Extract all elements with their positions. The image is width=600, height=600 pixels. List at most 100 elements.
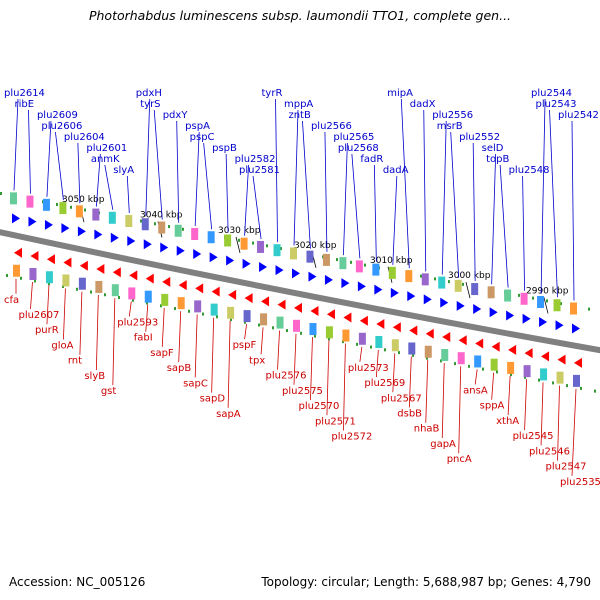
gene-feature-block — [141, 218, 149, 231]
tick-label: 3040 kbp — [140, 211, 183, 221]
gene-label-leader — [227, 320, 231, 408]
minor-tick — [0, 192, 2, 195]
forward-gene-arrow — [77, 226, 86, 237]
minor-tick — [482, 367, 484, 371]
gene-feature-block — [553, 299, 561, 312]
forward-gene-label: mppA — [284, 99, 313, 110]
gene-feature-block — [372, 263, 380, 276]
minor-tick — [524, 375, 526, 379]
minor-tick — [202, 312, 204, 316]
gene-label-leader — [491, 153, 497, 285]
minor-tick — [552, 381, 554, 385]
gene-label-leader — [13, 98, 19, 191]
reverse-gene-label: nhaB — [414, 424, 440, 435]
forward-gene-label: tyrR — [262, 88, 283, 99]
gene-feature-block — [10, 192, 17, 205]
reverse-gene-arrow — [195, 283, 204, 294]
reverse-gene-arrow — [79, 260, 88, 271]
minor-tick — [588, 307, 590, 311]
minor-tick — [6, 274, 8, 277]
reverse-gene-arrow — [162, 276, 171, 287]
forward-gene-arrow — [407, 291, 416, 302]
backbone-line — [0, 229, 600, 354]
gene-label-leader — [30, 281, 33, 310]
gene-feature-block — [125, 215, 133, 228]
forward-gene-label: plu2606 — [41, 121, 82, 132]
forward-gene-label: topB — [486, 154, 509, 165]
gene-label-leader — [126, 175, 130, 214]
accession-label: Accession: NC_005126 — [9, 575, 146, 589]
minor-tick — [280, 247, 282, 251]
gene-feature-block — [537, 296, 545, 309]
reverse-gene-label: plu2567 — [381, 393, 422, 404]
tick-label: 3010 kbp — [370, 256, 413, 266]
forward-gene-label: fadR — [360, 154, 383, 165]
forward-gene-arrow — [209, 252, 218, 263]
reverse-gene-arrow — [63, 257, 72, 268]
reverse-gene-label: sapA — [216, 409, 241, 420]
forward-gene-label: plu2556 — [432, 110, 473, 121]
forward-gene-arrow — [94, 229, 103, 240]
reverse-gene-arrow — [211, 286, 220, 297]
gene-feature-block — [13, 264, 20, 277]
minor-tick — [342, 340, 344, 344]
minor-tick — [140, 219, 142, 223]
forward-gene-arrow — [374, 284, 383, 295]
reverse-gene-arrow — [442, 331, 451, 342]
gene-label-leader — [79, 291, 83, 355]
gene-feature-block — [457, 352, 465, 365]
gene-label-leader — [441, 362, 445, 438]
forward-gene-arrow — [226, 255, 235, 266]
minor-tick — [76, 287, 78, 291]
tick-label: 3050 kbp — [62, 195, 105, 205]
minor-tick — [518, 293, 520, 297]
reverse-gene-label: slyB — [84, 371, 105, 382]
gene-label-leader — [211, 317, 215, 393]
gene-label-leader — [194, 131, 200, 227]
gene-feature-block — [59, 202, 67, 215]
gene-feature-block — [92, 208, 100, 221]
gene-feature-block — [504, 289, 512, 302]
forward-gene-arrow — [28, 216, 37, 227]
gene-label-leader — [458, 366, 462, 454]
forward-gene-arrow — [390, 287, 399, 298]
gene-label-leader — [95, 294, 99, 370]
reverse-gene-arrow — [359, 315, 368, 326]
reverse-gene-arrow — [261, 296, 270, 307]
minor-tick — [532, 296, 534, 300]
gene-label-leader — [244, 324, 247, 340]
forward-gene-arrow — [341, 278, 350, 289]
gene-label-leader — [293, 109, 299, 246]
gene-label-leader — [571, 120, 575, 301]
forward-gene-label: plu2542 — [558, 110, 599, 121]
gene-label-leader — [310, 337, 313, 401]
forward-gene-arrow — [522, 313, 531, 324]
gene-label-leader — [153, 109, 163, 220]
gene-feature-block — [471, 283, 479, 296]
gene-feature-block — [570, 302, 577, 315]
reverse-gene-label: plu2575 — [282, 386, 323, 397]
gene-feature-block — [408, 342, 416, 355]
gene-label-leader — [571, 388, 577, 476]
gene-label-leader — [450, 131, 460, 278]
gene-label-leader — [408, 356, 412, 408]
gene-feature-block — [177, 297, 185, 310]
gene-label-leader — [540, 382, 544, 446]
gene-feature-block — [325, 326, 333, 339]
gene-label-leader — [225, 153, 229, 233]
gene-label-leader — [375, 349, 379, 378]
gene-label-leader — [522, 175, 525, 291]
gene-feature-block — [45, 271, 53, 284]
gene-label-leader — [260, 327, 264, 355]
minor-tick — [462, 282, 464, 286]
forward-gene-arrow — [308, 271, 317, 282]
reverse-gene-label: gapA — [430, 439, 456, 450]
forward-gene-label: pdxY — [163, 110, 189, 121]
reverse-gene-label: plu2576 — [266, 371, 307, 382]
minor-tick — [510, 373, 512, 377]
forward-gene-arrow — [110, 232, 119, 243]
tick-label: 3030 kbp — [218, 226, 261, 236]
gene-label-leader — [252, 175, 262, 239]
reverse-gene-label: purR — [35, 325, 59, 336]
minor-tick — [560, 302, 562, 306]
